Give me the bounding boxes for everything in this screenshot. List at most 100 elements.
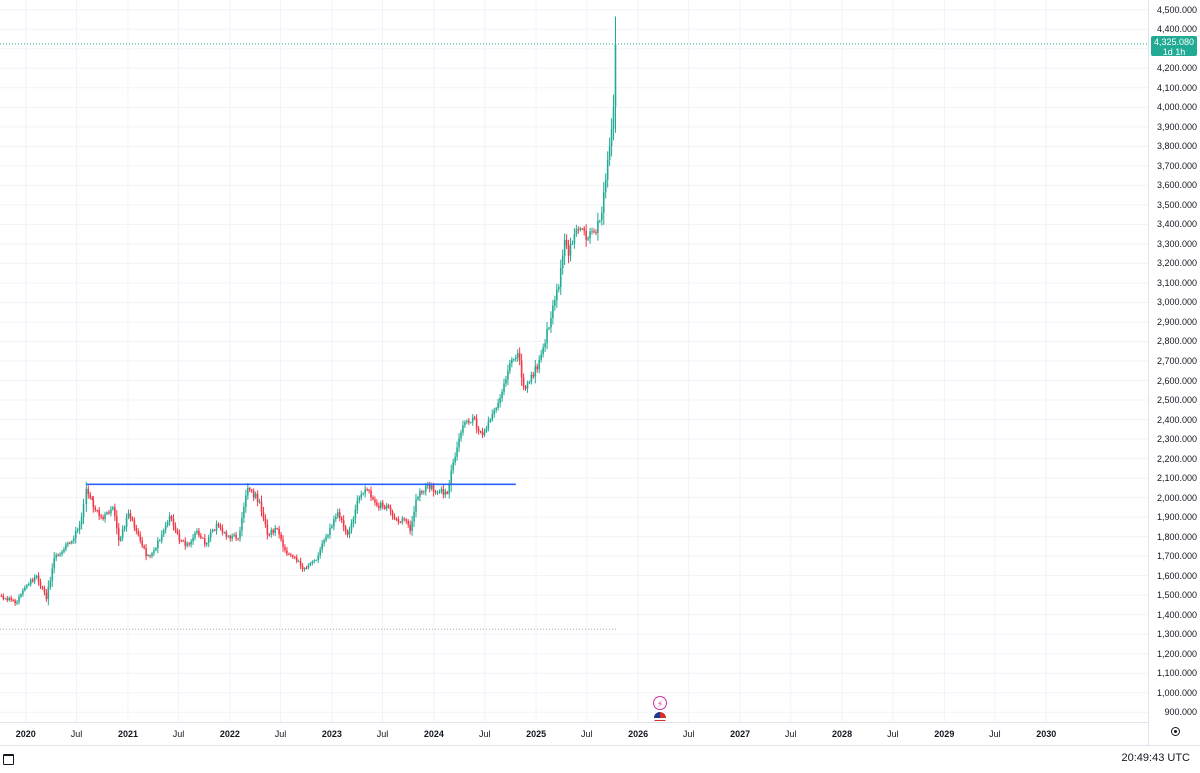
candle-body: [129, 513, 132, 519]
candle-body: [444, 491, 447, 495]
price-tick-label: 4,500.000: [1156, 4, 1197, 15]
candle-body: [110, 509, 112, 514]
candle-body: [6, 598, 9, 601]
candle-body: [460, 432, 462, 439]
candle-body: [143, 545, 145, 549]
candle-body: [172, 519, 175, 527]
candle-body: [511, 359, 513, 364]
candle-body: [200, 535, 202, 538]
candle-body: [141, 540, 144, 546]
lightning-icon[interactable]: ⚡: [653, 696, 667, 710]
candle-body: [503, 383, 505, 392]
time-tick-label: 2021: [117, 729, 138, 739]
candle-body: [135, 527, 138, 532]
candle-body: [569, 243, 572, 256]
candle-body: [166, 522, 169, 526]
candle-body: [229, 535, 232, 539]
candle-body: [608, 146, 611, 160]
last-price-value: 4,325.080: [1153, 36, 1195, 47]
candle-body: [182, 540, 185, 542]
candle-body: [595, 232, 597, 234]
candle-body: [589, 231, 591, 239]
candle-body: [495, 407, 497, 411]
candle-body: [215, 523, 218, 531]
candle-body: [98, 510, 100, 517]
candle-body: [241, 517, 243, 531]
candle-body: [256, 493, 259, 503]
candle-body: [286, 550, 288, 555]
candle-body: [423, 491, 425, 493]
candle-body: [452, 462, 454, 471]
candle-body: [119, 537, 122, 541]
candle-body: [168, 516, 171, 523]
candle-body: [610, 128, 613, 147]
candle-body: [239, 530, 241, 539]
candle-body: [319, 549, 321, 556]
calendar-icon[interactable]: [3, 754, 14, 765]
candle-body: [331, 526, 333, 529]
candle-body: [597, 220, 599, 233]
utc-clock[interactable]: 20:49:43 UTC: [1121, 752, 1190, 764]
price-tick-label: 2,400.000: [1156, 414, 1197, 425]
price-tick-label: 4,000.000: [1156, 102, 1197, 113]
candle-body: [413, 511, 415, 522]
candle-body: [4, 598, 7, 600]
chart-pane[interactable]: ⚡: [0, 0, 1148, 745]
candle-body: [479, 431, 482, 433]
candle-body: [403, 518, 406, 520]
candle-body: [276, 528, 278, 530]
candle-body: [356, 500, 359, 510]
candle-body: [360, 494, 363, 498]
candle-body: [22, 590, 24, 595]
candle-body: [213, 530, 216, 532]
candle-body: [534, 366, 537, 377]
candle-body: [321, 543, 323, 550]
candle-body: [76, 529, 79, 532]
candle-body: [536, 366, 539, 370]
candle-body: [131, 518, 134, 521]
candle-body: [61, 551, 63, 555]
candle-body: [573, 234, 576, 244]
candle-body: [162, 530, 165, 535]
candle-body: [67, 542, 69, 545]
candle-body: [49, 580, 52, 587]
candle-body: [473, 417, 476, 419]
candle-body: [125, 517, 128, 527]
candle-body: [43, 588, 46, 593]
candle-body: [254, 493, 257, 498]
candle-body: [211, 530, 214, 532]
candle-body: [544, 343, 546, 348]
price-tick-label: 3,200.000: [1156, 258, 1197, 269]
candle-body: [469, 422, 472, 424]
candle-body: [170, 516, 173, 520]
candle-body: [464, 422, 466, 426]
candle-body: [151, 553, 153, 557]
candle-body: [117, 528, 120, 541]
price-tick-label: 4,200.000: [1156, 63, 1197, 74]
candle-body: [247, 487, 249, 496]
time-tick-label: 2025: [526, 729, 547, 739]
bar-countdown: 1d 1h: [1162, 46, 1186, 57]
candle-body: [164, 525, 167, 531]
candle-body: [260, 501, 263, 512]
candle-body: [546, 328, 548, 344]
price-scale[interactable]: 4,500.0004,400.0004,300.0004,200.0004,10…: [1148, 0, 1200, 745]
candle-body: [434, 491, 437, 493]
candle-body: [233, 534, 235, 536]
candle-body: [325, 536, 327, 541]
price-chart[interactable]: [0, 0, 1148, 722]
candle-body: [186, 543, 188, 546]
gear-icon[interactable]: [1171, 727, 1180, 736]
candle-body: [401, 518, 404, 523]
candle-body: [153, 550, 155, 554]
candle-body: [313, 560, 316, 562]
last-price-tag: 4,325.080 1d 1h: [1151, 35, 1197, 57]
candle-body: [518, 353, 521, 361]
candle-body: [217, 523, 220, 526]
candle-body: [335, 516, 337, 520]
candle-body: [501, 391, 503, 399]
candle-body: [272, 530, 275, 533]
candle-body: [159, 540, 161, 542]
time-scale[interactable]: 2020 Jul 2021 Jul 2022 Jul 2023 Jul 2024 Jul 2025 J…: [0, 722, 1148, 746]
candle-body: [221, 528, 224, 533]
